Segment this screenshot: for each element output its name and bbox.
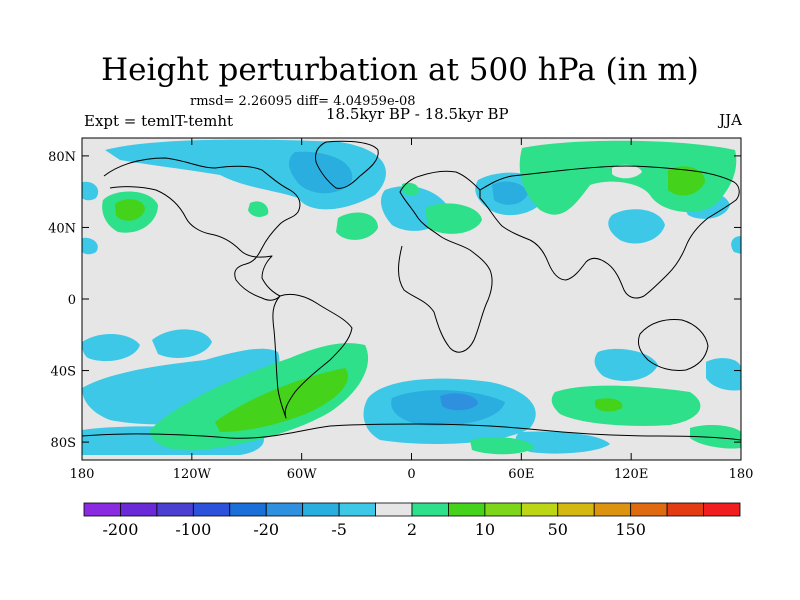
contour-south-america-core	[215, 368, 349, 432]
colorbar-swatch	[375, 502, 413, 517]
x-tick-label: 60E	[508, 467, 534, 482]
colorbar-swatch	[265, 502, 304, 517]
period-label: 18.5kyr BP - 18.5kyr BP	[326, 105, 509, 123]
contour-north-atlantic-core	[288, 151, 353, 194]
coastline-europe-africa	[398, 170, 493, 353]
colorbar-swatch	[156, 502, 194, 517]
contour-eurasia-hole	[612, 164, 642, 179]
y-tick-label: 40N	[48, 221, 76, 236]
colorbar-swatch	[338, 502, 376, 517]
contour-antarctic-positive-center	[470, 437, 535, 455]
coastline-south-america	[272, 293, 353, 419]
colorbar-label: -5	[331, 520, 347, 539]
plot-title: Height perturbation at 500 hPa (in m)	[101, 52, 699, 88]
coastline-north-america	[103, 157, 301, 301]
contour-australia-south-negative	[706, 358, 741, 391]
contour-europe-small-positive	[402, 182, 419, 196]
colorbar-swatch	[520, 502, 559, 517]
x-tick-label: 120W	[173, 467, 212, 482]
x-tick-label: 180	[70, 467, 95, 482]
colorbar-label: 2	[407, 520, 417, 539]
colorbar-swatch	[484, 502, 522, 517]
contour-southern-ocean-positive	[551, 385, 701, 426]
colorbar-swatch	[557, 502, 595, 517]
y-tick-label: 80S	[51, 436, 76, 451]
colorbar: -200 -100 -20 -5 2 10 50 150	[83, 502, 741, 539]
contour-south-atlantic-indian-deep	[440, 393, 478, 411]
y-axis: 80N 40N 0 40S 80S	[48, 150, 741, 451]
colorbar-swatch	[666, 502, 704, 517]
contour-west-edge-negative	[82, 181, 99, 201]
contour-mediterranean-positive	[425, 203, 482, 234]
season-label: JJA	[719, 111, 742, 129]
colorbar-swatch	[83, 502, 121, 517]
map-field	[82, 138, 741, 460]
colorbar-label: 150	[615, 520, 646, 539]
contour-antarctic-positive-east	[690, 425, 741, 449]
colorbar-label: -200	[102, 520, 138, 539]
contour-south-pacific-negative-3	[152, 329, 212, 358]
coastlines	[82, 140, 741, 441]
contour-antarctic-negative-east	[515, 431, 610, 454]
colorbar-label: 50	[548, 520, 568, 539]
experiment-label: Expt = temlT-temht	[84, 112, 234, 130]
colorbar-swatch	[229, 502, 267, 517]
contour-west-edge-negative-2	[82, 237, 98, 255]
x-tick-label: 180	[729, 467, 754, 482]
x-tick-label: 120E	[614, 467, 648, 482]
colorbar-label: -100	[175, 520, 211, 539]
colorbar-swatch	[192, 502, 231, 517]
contour-eurasia-arctic-core	[668, 166, 705, 196]
y-tick-label: 40S	[51, 365, 76, 380]
contour-canada-positive	[248, 201, 269, 217]
coastline-antarctica	[82, 423, 741, 441]
colorbar-swatch	[593, 502, 632, 517]
x-tick-label: 0	[407, 467, 415, 482]
contour-mid-atlantic-positive	[336, 212, 378, 240]
contour-south-indian-negative	[594, 348, 658, 381]
colorbar-swatch	[630, 502, 668, 517]
contour-east-edge-negative	[731, 236, 741, 254]
colorbar-swatch	[120, 502, 158, 517]
x-tick-label: 60W	[287, 467, 318, 482]
stats-label: rmsd= 2.26095 diff= 4.04959e-08	[190, 94, 416, 109]
coastline-asia	[479, 165, 740, 299]
colorbar-label: -20	[253, 520, 279, 539]
coastline-australia	[637, 319, 709, 371]
colorbar-swatch	[411, 502, 449, 517]
contour-east-asia-negative	[608, 209, 665, 244]
colorbar-swatch	[703, 502, 741, 517]
contour-southern-ocean-core	[595, 398, 623, 412]
contour-central-asia-core	[492, 181, 528, 205]
contour-south-pacific-negative-2	[82, 334, 140, 362]
colorbar-swatch	[448, 502, 486, 517]
colorbar-label: 10	[475, 520, 495, 539]
contour-north-pacific-core	[115, 199, 145, 221]
x-axis: 180 120W 60W 0 60E 120E 180	[70, 138, 754, 482]
colorbar-swatch	[302, 502, 340, 517]
y-tick-label: 0	[68, 293, 76, 308]
y-tick-label: 80N	[48, 150, 76, 165]
coastline-greenland	[315, 140, 379, 189]
